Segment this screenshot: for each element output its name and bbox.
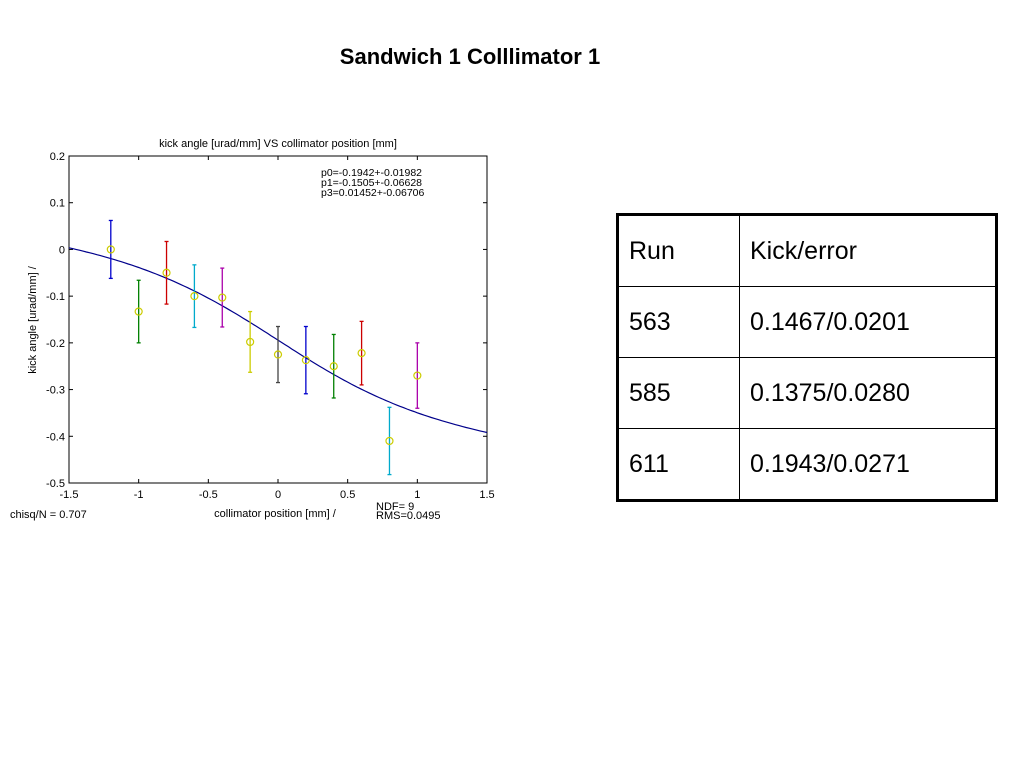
y-tick-label: 0.1 — [50, 198, 65, 210]
slide-title: Sandwich 1 Colllimator 1 — [339, 44, 601, 69]
chart-title: kick angle [urad/mm] VS collimator posit… — [159, 138, 397, 150]
header-run: Run — [617, 214, 740, 287]
data-point — [357, 349, 366, 358]
data-point — [134, 307, 143, 316]
data-points — [106, 219, 422, 476]
cell-run: 563 — [617, 286, 740, 358]
data-point — [218, 293, 227, 302]
data-point — [273, 350, 283, 359]
table-row: 611 0.1943/0.0271 — [617, 428, 997, 501]
x-tick-label: -1.5 — [60, 489, 79, 501]
x-tick-label: 1.5 — [479, 489, 494, 501]
y-tick-label: -0.4 — [46, 431, 65, 443]
y-tick-label: -0.2 — [46, 338, 65, 350]
runs-table: Run Kick/error 563 0.1467/0.0201 585 0.1… — [616, 213, 998, 502]
data-point — [106, 245, 115, 254]
x-tick-label: 1 — [414, 489, 420, 501]
x-tick-label: -1 — [134, 489, 144, 501]
ndf-label: NDF= 9 — [376, 501, 414, 513]
y-tick-label: -0.3 — [46, 385, 65, 397]
chisq-label: chisq/N = 0.707 — [10, 509, 87, 521]
y-tick-label: 0 — [59, 244, 65, 256]
table-row: 585 0.1375/0.0280 — [617, 357, 997, 429]
x-tick-label: 0 — [275, 489, 281, 501]
data-point — [413, 371, 422, 380]
rms-label: RMS=0.0495 — [376, 510, 441, 522]
header-kick-error: Kick/error — [739, 214, 997, 287]
fit-param-p1: p1=-0.1505+-0.06628 — [321, 177, 422, 189]
fit-param-p0: p0=-0.1942+-0.01982 — [321, 167, 422, 179]
cell-kick-error: 0.1467/0.0201 — [739, 286, 997, 358]
x-tick-label: -0.5 — [199, 489, 218, 501]
y-tick-label: -0.5 — [46, 478, 65, 490]
data-point — [329, 362, 338, 371]
x-axis-label: collimator position [mm] / — [214, 508, 337, 520]
y-tick-label: -0.1 — [46, 291, 65, 303]
cell-kick-error: 0.1943/0.0271 — [739, 428, 997, 501]
data-point — [301, 356, 310, 365]
data-point — [385, 436, 394, 446]
x-tick-label: 0.5 — [340, 489, 355, 501]
axes: -1.5 -1 -0.5 0 0.5 1 1.5 0.2 0.1 0 -0.1 -0.2 -0.3 -0.… — [46, 151, 495, 501]
plot-area — [68, 155, 488, 484]
cell-kick-error: 0.1375/0.0280 — [739, 357, 997, 429]
table-header-row: Run Kick/error — [617, 214, 997, 287]
table-row: 563 0.1467/0.0201 — [617, 286, 997, 358]
fit-params: p0=-0.1942+-0.01982 p1=-0.1505+-0.06628 … — [321, 167, 425, 199]
data-point — [246, 337, 255, 347]
data-point — [190, 292, 199, 301]
data-point — [162, 268, 171, 277]
y-axis-label: kick angle [urad/mm] / — [27, 265, 39, 374]
fit-param-p3: p3=0.01452+-0.06706 — [321, 187, 425, 199]
y-tick-label: 0.2 — [50, 151, 65, 163]
cell-run: 611 — [617, 428, 740, 501]
cell-run: 585 — [617, 357, 740, 429]
